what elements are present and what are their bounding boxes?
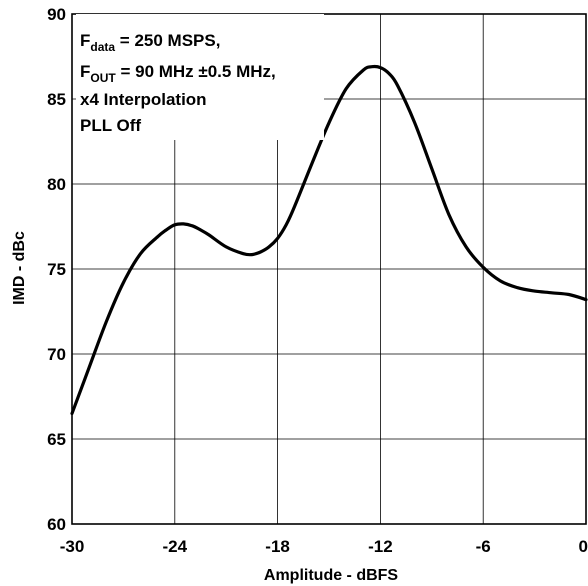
y-tick-label: 90 <box>47 5 66 24</box>
y-tick-label: 60 <box>47 515 66 534</box>
y-tick-label: 85 <box>47 90 66 109</box>
y-axis-label: IMD - dBc <box>11 231 28 305</box>
y-axis-ticks: 60 65 70 75 80 85 90 <box>47 5 66 534</box>
annotation-line-3: x4 Interpolation <box>80 90 207 109</box>
x-tick-label: -18 <box>265 537 290 556</box>
annotation-line-1-rest: = 250 MSPS, <box>115 31 220 50</box>
x-tick-label: -30 <box>60 537 85 556</box>
annotation-line-4: PLL Off <box>80 116 141 135</box>
x-tick-label: 0 <box>579 537 588 556</box>
annotation-line-2: FOUT = 90 MHz ±0.5 MHz, <box>80 62 276 85</box>
annotation-line-2-rest: = 90 MHz ±0.5 MHz, <box>116 62 276 81</box>
plot-frame <box>71 13 587 525</box>
y-tick-label: 75 <box>47 260 66 279</box>
x-axis-ticks: -30 -24 -18 -12 -6 0 <box>60 537 588 556</box>
annotation-line-1: Fdata = 250 MSPS, <box>80 31 220 54</box>
x-axis-label: Amplitude - dBFS <box>264 567 399 584</box>
annotation-background <box>76 14 324 140</box>
imd-curve <box>70 64 588 416</box>
annotation-line-1-subscript: data <box>90 40 115 54</box>
y-tick-label: 80 <box>47 175 66 194</box>
annotation-line-2-base: F <box>80 62 90 81</box>
x-tick-label: -6 <box>476 537 491 556</box>
x-tick-label: -12 <box>368 537 393 556</box>
annotation-line-1-base: F <box>80 31 90 50</box>
x-tick-label: -24 <box>163 537 188 556</box>
annotation-block: Fdata = 250 MSPS, FOUT = 90 MHz ±0.5 MHz… <box>80 31 276 135</box>
annotation-line-2-subscript: OUT <box>90 71 116 85</box>
y-tick-label: 65 <box>47 430 66 449</box>
y-tick-label: 70 <box>47 345 66 364</box>
